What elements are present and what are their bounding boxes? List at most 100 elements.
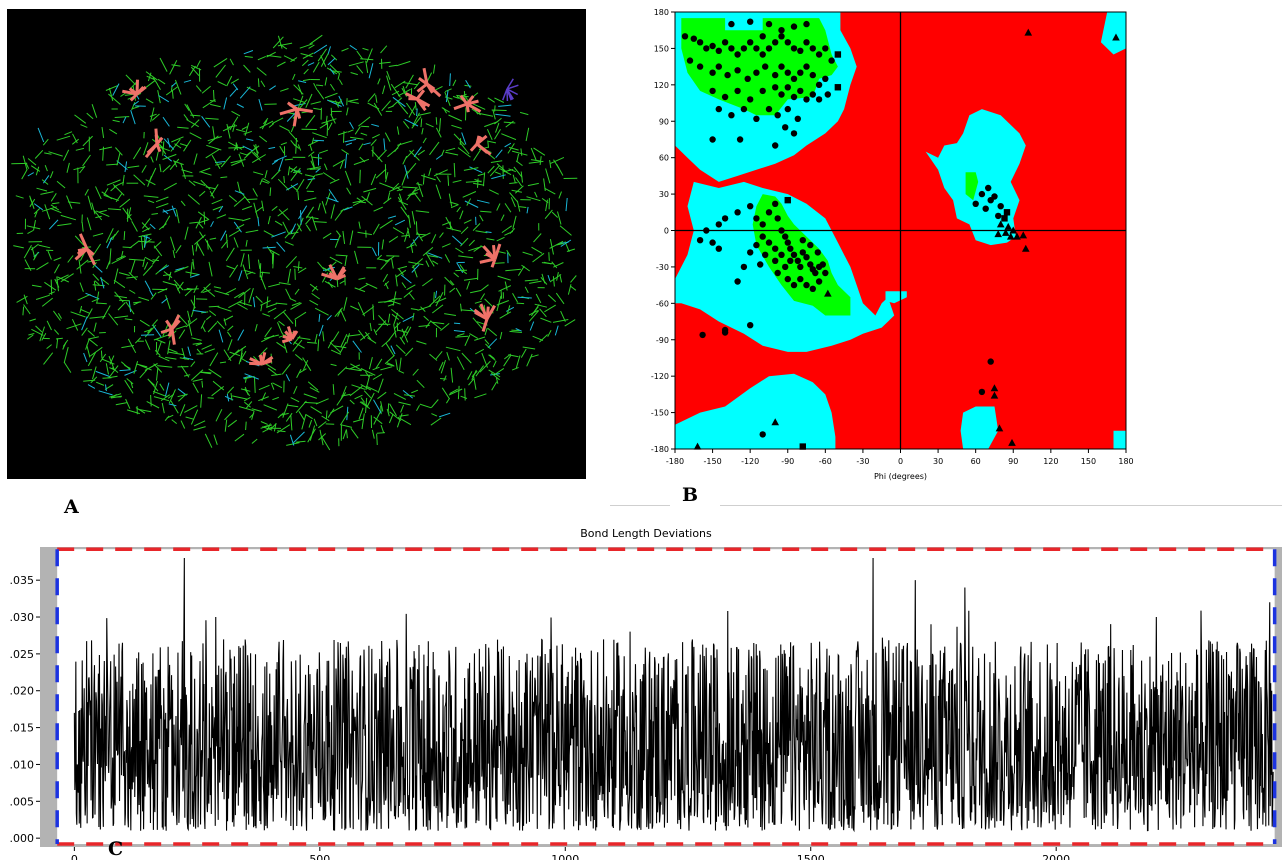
bond-stick [292, 339, 303, 352]
bond-stick [257, 259, 261, 270]
bond-stick [163, 182, 177, 191]
bond-stick [193, 153, 198, 165]
x-tick-label: -60 [819, 457, 832, 466]
y-tick-label: -180 [651, 445, 669, 454]
bond-stick [116, 152, 121, 166]
allowed-region [1100, 12, 1126, 55]
bond-stick [73, 166, 86, 171]
bond-stick [309, 425, 316, 441]
bond-stick [209, 352, 219, 367]
bond-stick [329, 256, 343, 265]
bond-stick [380, 401, 384, 412]
bond-stick [139, 364, 152, 371]
bond-stick [305, 174, 315, 178]
bond-stick [559, 225, 572, 236]
bond-stick [115, 193, 123, 203]
bond-stick [119, 299, 130, 302]
bond-stick [401, 234, 410, 237]
bond-stick [389, 299, 401, 305]
bond-stick [113, 279, 126, 289]
bond-stick [540, 276, 548, 285]
bond-stick [380, 258, 391, 270]
bond-stick [133, 301, 141, 306]
bond-stick [406, 162, 417, 175]
bond-stick [343, 206, 353, 211]
bond-stick [340, 333, 348, 348]
bond-stick [174, 143, 182, 149]
bond-stick [365, 385, 378, 393]
bond-stick [259, 135, 268, 143]
bond-stick [124, 318, 133, 321]
bond-stick [75, 147, 85, 151]
bond-stick [57, 312, 62, 319]
bond-stick [230, 78, 239, 84]
bond-stick [384, 354, 395, 365]
ligand-stick [296, 107, 313, 113]
bond-stick [475, 365, 485, 377]
bond-stick [327, 281, 333, 288]
bond-stick [330, 54, 338, 61]
bond-stick [184, 226, 189, 240]
ligand-stick [459, 94, 469, 105]
bond-stick [481, 284, 489, 291]
bond-stick [237, 329, 245, 341]
bond-stick [126, 378, 134, 385]
bond-stick [258, 384, 270, 391]
bond-stick [304, 197, 317, 202]
bond-stick [472, 317, 483, 329]
bond-stick [463, 219, 472, 224]
bond-stick [282, 311, 294, 325]
residue-point [794, 115, 801, 123]
bond-stick [511, 150, 528, 156]
ligand-stick [466, 102, 482, 113]
bond-stick [292, 73, 296, 81]
residue-point [790, 75, 798, 83]
bond-stick [271, 169, 281, 180]
bond-stick [441, 387, 450, 400]
bond-stick [229, 264, 239, 278]
residue-point [807, 261, 814, 268]
bond-stick [385, 342, 395, 357]
bond-stick [195, 85, 202, 92]
bond-stick [305, 175, 316, 190]
bond-stick [494, 97, 505, 103]
bond-stick [383, 280, 390, 286]
bond-stick [279, 125, 290, 132]
bond-stick [133, 174, 146, 186]
residue-point [819, 261, 826, 268]
bond-stick [399, 414, 409, 417]
bond-stick [86, 308, 93, 319]
bond-stick [168, 351, 184, 356]
bond-stick [415, 210, 430, 213]
residue-point [696, 63, 704, 70]
residue-point [772, 84, 779, 91]
y-tick-label: -30 [656, 263, 669, 272]
bond-stick [558, 191, 562, 199]
bond-stick [83, 379, 96, 382]
bond-stick [147, 175, 152, 187]
bond-stick [290, 167, 301, 182]
ligand-stick [506, 84, 519, 90]
bond-stick [228, 229, 241, 237]
bond-stick [430, 399, 439, 409]
allowed-region [960, 406, 999, 449]
bond-stick [381, 239, 384, 250]
bond-stick [462, 191, 477, 198]
bond-stick [189, 221, 199, 224]
bond-stick [178, 329, 186, 339]
core-region [965, 172, 979, 201]
residue-point [803, 20, 810, 28]
bond-stick [193, 181, 206, 186]
bond-stick [228, 299, 243, 309]
bond-stick [330, 113, 336, 124]
bond-stick [141, 222, 150, 231]
bond-stick [530, 354, 539, 358]
bond-stick [389, 185, 401, 193]
bond-stick [497, 275, 511, 281]
bond-stick [440, 323, 450, 331]
bond-stick [151, 255, 160, 265]
bond-stick [161, 402, 165, 414]
bond-stick [198, 190, 206, 197]
bond-stick [231, 161, 242, 166]
bond-stick [421, 127, 424, 135]
